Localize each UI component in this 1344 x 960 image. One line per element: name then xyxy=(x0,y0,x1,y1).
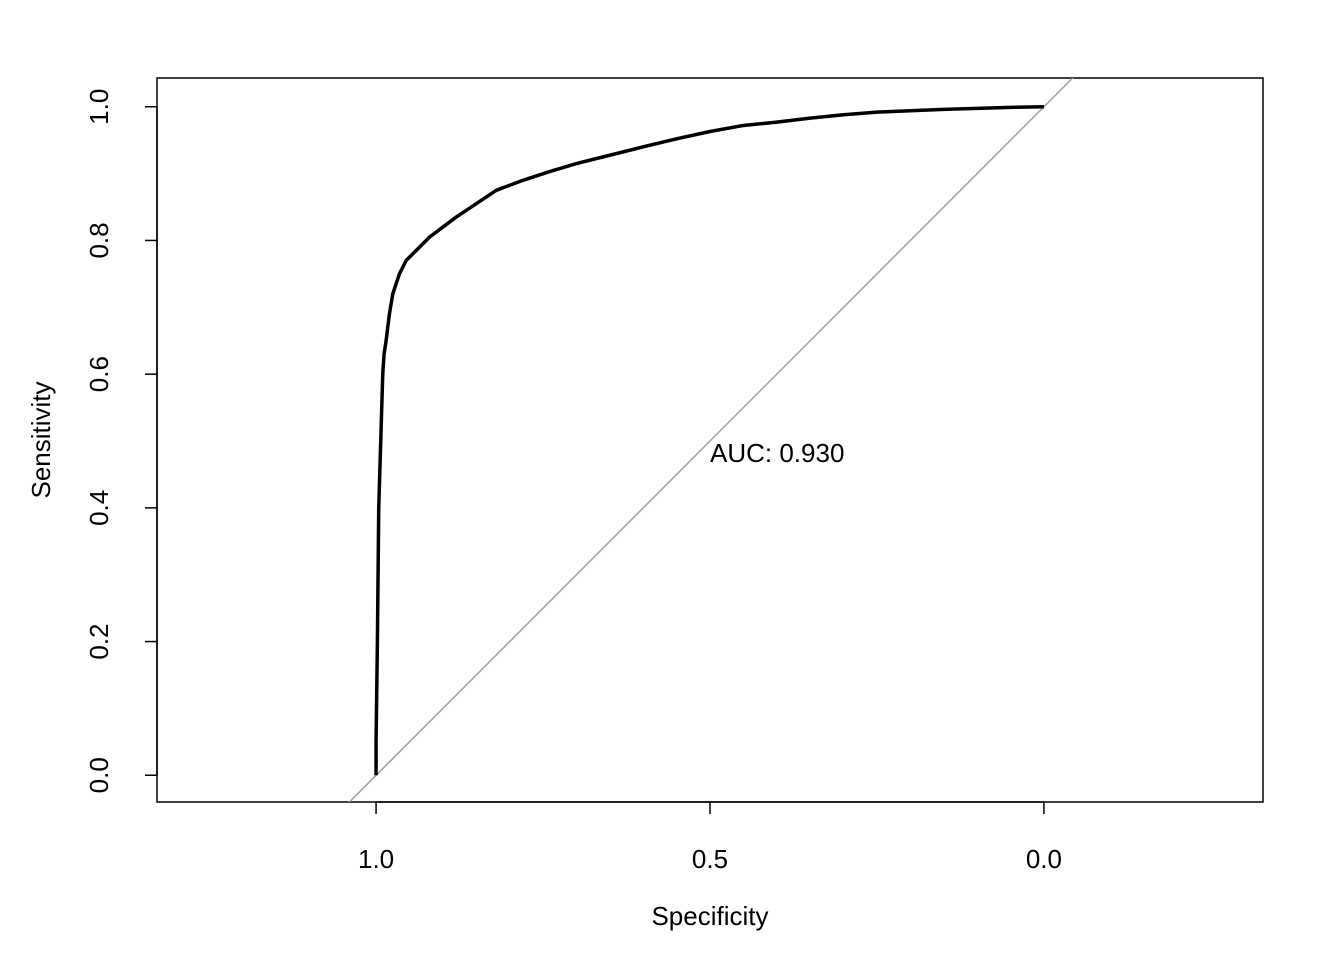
annotation: AUC: 0.930 xyxy=(710,438,844,468)
y-tick-label: 0.6 xyxy=(84,356,114,392)
y-axis-title: Sensitivity xyxy=(26,381,56,498)
y-tick-label: 0.8 xyxy=(84,222,114,258)
y-tick-label: 0.0 xyxy=(84,757,114,793)
reference-line xyxy=(348,78,1074,802)
y-tick-label: 0.4 xyxy=(84,490,114,526)
y-tick-label: 1.0 xyxy=(84,89,114,125)
y-tick-label: 0.2 xyxy=(84,623,114,659)
x-axis-title: Specificity xyxy=(651,901,768,931)
roc-curve xyxy=(374,104,1044,776)
x-tick-label: 0.0 xyxy=(1026,844,1062,874)
x-tick-label: 0.5 xyxy=(692,844,728,874)
x-tick-label: 1.0 xyxy=(358,844,394,874)
